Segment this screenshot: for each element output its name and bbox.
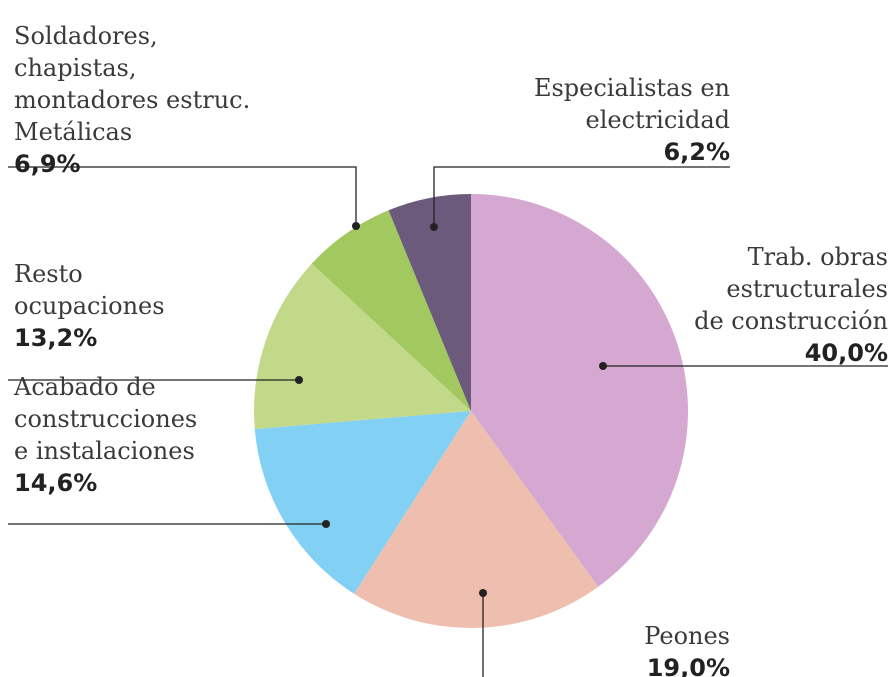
value-label: 6,9%	[14, 150, 81, 178]
value-label: 40,0%	[804, 339, 888, 367]
leader-dot	[352, 222, 360, 230]
slice-label: Soldadores, chapistas, montadores estruc…	[14, 20, 250, 180]
slice-label: Especialistas en electricidad 6,2%	[534, 72, 730, 168]
category-label: Peones	[644, 622, 730, 650]
slice-label: Resto ocupaciones 13,2%	[14, 258, 165, 354]
slice-label: Peones 19,0%	[644, 620, 730, 677]
leader-dot	[479, 589, 487, 597]
value-label: 19,0%	[646, 654, 730, 677]
pie-slice	[254, 263, 471, 430]
category-label: Resto ocupaciones	[14, 260, 165, 320]
leader-line	[8, 166, 357, 226]
pie-slice	[254, 411, 471, 594]
pie-slice	[354, 411, 599, 629]
value-label: 6,2%	[663, 138, 730, 166]
category-label: Trab. obras estructurales de construcció…	[694, 243, 888, 335]
leader-dot	[430, 223, 438, 231]
pie-slice	[311, 210, 471, 411]
pie-slice	[388, 194, 471, 411]
category-label: Soldadores, chapistas, montadores estruc…	[14, 22, 251, 146]
pie-slice	[471, 194, 688, 587]
value-label: 14,6%	[14, 469, 98, 497]
category-label: Especialistas en electricidad	[533, 74, 730, 134]
category-label: Acabado de construcciones e instalacione…	[14, 373, 198, 465]
value-label: 13,2%	[14, 324, 98, 352]
slice-label: Trab. obras estructurales de construcció…	[694, 241, 888, 369]
leader-dot	[322, 520, 330, 528]
leader-dot	[295, 376, 303, 384]
slice-label: Acabado de construcciones e instalacione…	[14, 371, 197, 499]
leader-dot	[599, 362, 607, 370]
leader-line	[433, 166, 730, 227]
